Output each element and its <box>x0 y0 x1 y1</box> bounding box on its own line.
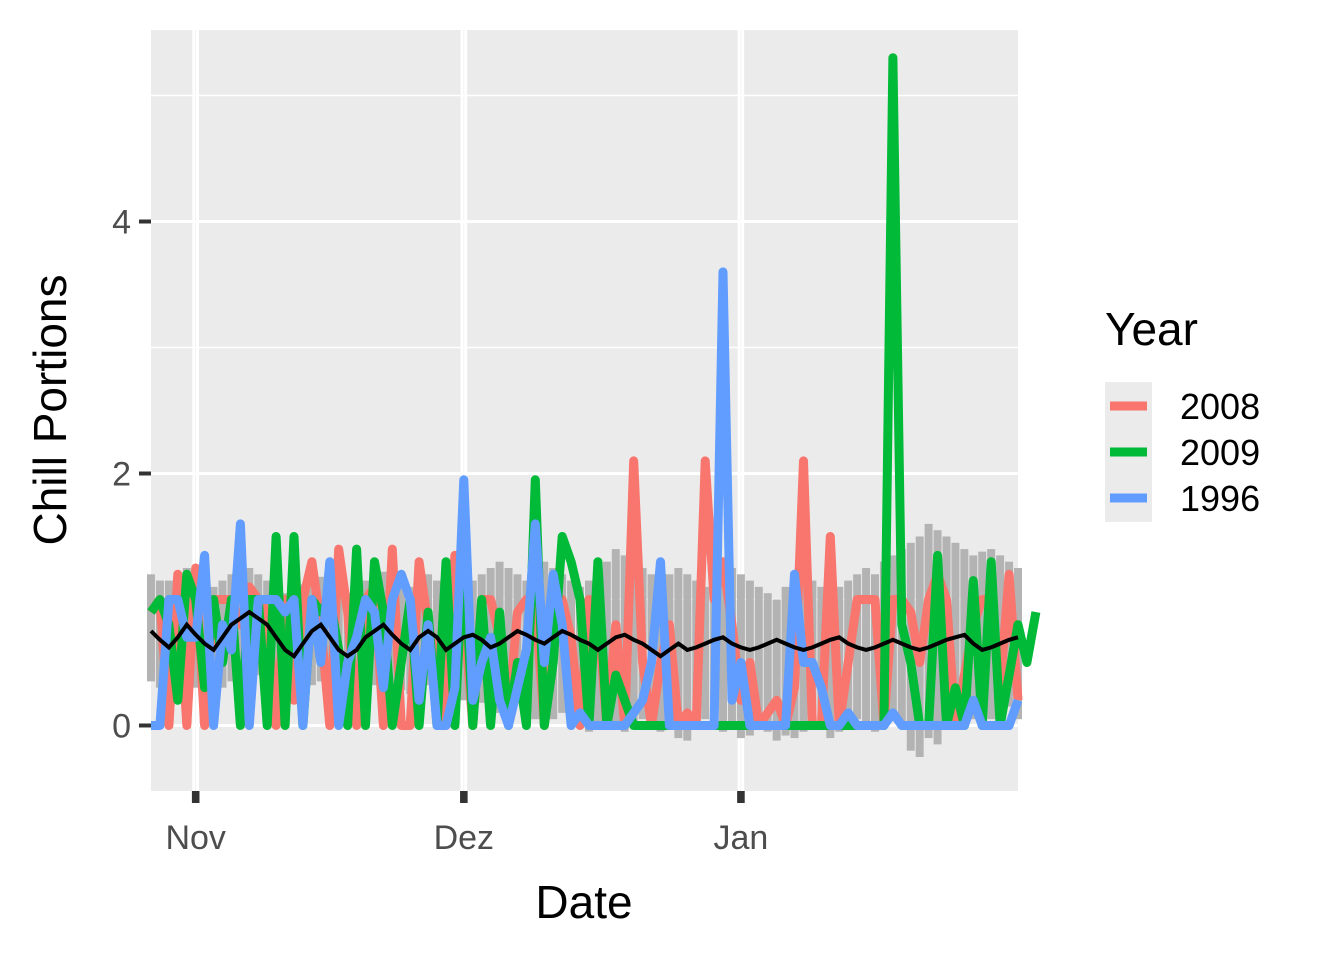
range-bar <box>736 574 745 739</box>
y-tick-label: 0 <box>112 707 131 745</box>
range-bar <box>683 574 692 741</box>
range-bar <box>719 574 728 732</box>
series-line-1996 <box>151 267 1023 730</box>
x-tick-label: Nov <box>165 819 225 857</box>
y-tick-label: 2 <box>112 455 131 493</box>
range-bar <box>763 593 772 732</box>
x-tick-label: Jan <box>714 819 769 857</box>
range-bar <box>951 542 960 720</box>
mean-line <box>149 609 1019 659</box>
series-lines <box>147 53 1041 730</box>
range-bar <box>602 561 611 720</box>
range-bar <box>772 599 781 741</box>
range-bar <box>701 586 710 720</box>
legend-label-1996: 1996 <box>1180 478 1260 519</box>
x-axis: Nov Dez Jan <box>165 791 768 857</box>
range-bar <box>629 561 638 726</box>
range-bar <box>862 567 871 726</box>
range-bar <box>960 549 969 713</box>
x-tick-label: Dez <box>434 819 494 857</box>
range-bar <box>978 551 987 726</box>
legend: Year 2008 2009 1996 <box>1105 303 1260 522</box>
y-axis-title: Chill Portions <box>24 275 76 546</box>
legend-label-2008: 2008 <box>1180 386 1260 427</box>
legend-label-2009: 2009 <box>1180 432 1260 473</box>
legend-title: Year <box>1105 303 1198 355</box>
range-bar <box>147 574 155 682</box>
range-bar <box>826 593 835 739</box>
y-axis: 0 2 4 <box>112 204 151 745</box>
y-tick-label: 4 <box>112 204 131 242</box>
range-bar <box>674 567 683 739</box>
legend-entries: 2008 2009 1996 <box>1110 386 1260 519</box>
x-axis-title: Date <box>535 876 632 928</box>
range-bar <box>754 586 763 726</box>
